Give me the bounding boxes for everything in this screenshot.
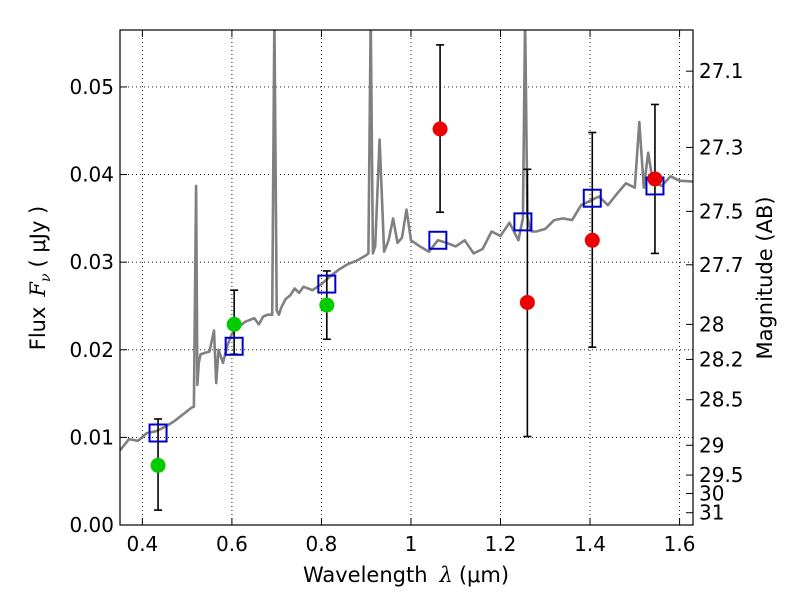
y-tick-label: 0.02 bbox=[69, 338, 114, 362]
x-tick-label: 1 bbox=[405, 532, 418, 556]
grid bbox=[120, 30, 693, 526]
y2-tick-label: 30 bbox=[699, 481, 724, 505]
y2-tick-label: 28 bbox=[699, 312, 724, 336]
spectrum-line bbox=[120, 30, 693, 452]
observed-point bbox=[319, 297, 335, 313]
y-axis-f-symbol: F bbox=[26, 281, 50, 298]
model-photometry-square bbox=[148, 423, 168, 443]
y-axis-unit: ( μJy ) bbox=[26, 206, 50, 268]
y2-tick-label: 27.7 bbox=[699, 253, 744, 277]
y-tick-label: 0.05 bbox=[69, 75, 114, 99]
spectrum-layer bbox=[120, 30, 693, 452]
y-axis-title: Flux Fν ( μJy ) bbox=[26, 206, 54, 350]
x-axis-title-text: Wavelength bbox=[303, 563, 428, 587]
x-tick-label: 0.6 bbox=[216, 532, 248, 556]
observed-point bbox=[432, 121, 448, 137]
y-tick-label: 0.03 bbox=[69, 250, 114, 274]
observed-point bbox=[519, 294, 535, 310]
x-tick-label: 0.8 bbox=[306, 532, 338, 556]
y2-tick-label: 29.5 bbox=[699, 463, 744, 487]
y2-tick-label: 27.1 bbox=[699, 59, 744, 83]
x-tick-label: 1.4 bbox=[574, 532, 606, 556]
model-photometry-square bbox=[513, 212, 533, 232]
axis-ticks: 0.4 0.6 0.8 1 1.2 1.4 1.6 0.00 0.01 0.02 0.03 0.04 0… bbox=[69, 30, 744, 556]
x-tick-label: 1.6 bbox=[664, 532, 696, 556]
observed-points-layer bbox=[150, 121, 663, 473]
y-tick-label: 0.01 bbox=[69, 425, 114, 449]
x-axis-lambda: λ bbox=[439, 563, 453, 587]
model-photometry-square bbox=[428, 230, 448, 250]
model-photometry-square bbox=[582, 188, 602, 208]
y2-tick-label: 28.5 bbox=[699, 388, 744, 412]
y2-tick-label: 27.3 bbox=[699, 135, 744, 159]
x-tick-label: 1.2 bbox=[485, 532, 517, 556]
observed-point bbox=[226, 316, 242, 332]
observed-point bbox=[584, 232, 600, 248]
model-photometry-square bbox=[317, 274, 337, 294]
y2-axis-title: Magnitude (AB) bbox=[753, 196, 777, 359]
y2-tick-label: 28.2 bbox=[699, 347, 744, 371]
y-tick-label: 0.04 bbox=[69, 163, 114, 187]
y-tick-label: 0.00 bbox=[69, 513, 114, 537]
y2-tick-label: 31 bbox=[699, 501, 724, 525]
x-axis-unit: (μm) bbox=[459, 563, 509, 587]
x-tick-label: 0.4 bbox=[126, 532, 158, 556]
y2-tick-label: 29 bbox=[699, 433, 724, 457]
y2-tick-label: 27.5 bbox=[699, 199, 744, 223]
model-photometry-square bbox=[224, 336, 244, 356]
x-axis-title: Wavelength λ (μm) bbox=[303, 563, 509, 587]
plot-frame bbox=[119, 29, 694, 526]
model-photometry-layer bbox=[148, 176, 665, 443]
observed-point bbox=[647, 171, 663, 187]
y-axis-title-text: Flux bbox=[26, 307, 50, 351]
y-axis-nu-subscript: ν bbox=[38, 273, 54, 282]
observed-point bbox=[150, 457, 166, 473]
